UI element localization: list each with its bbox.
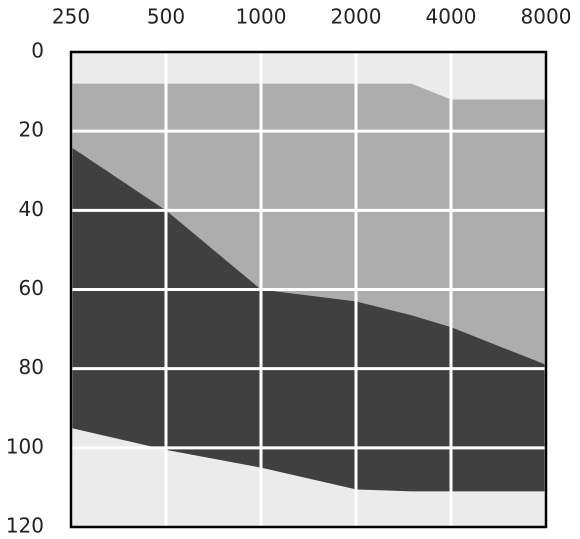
band (71, 147, 546, 492)
x-tick-label: 250 (52, 5, 90, 29)
x-tick-label: 2000 (331, 5, 382, 29)
y-tick-label: 80 (19, 355, 44, 379)
y-tick-label: 100 (6, 434, 44, 458)
y-tick-label: 20 (19, 118, 44, 142)
y-tick-label: 40 (19, 197, 44, 221)
x-tick-label: 4000 (426, 5, 477, 29)
y-tick-label: 120 (6, 514, 44, 538)
plot-border (69, 50, 548, 529)
x-tick-label: 8000 (521, 5, 572, 29)
x-tick-label: 1000 (236, 5, 287, 29)
band (71, 83, 546, 365)
y-tick-label: 60 (19, 276, 44, 300)
y-tick-label: 0 (31, 39, 44, 63)
x-tick-label: 500 (147, 5, 185, 29)
